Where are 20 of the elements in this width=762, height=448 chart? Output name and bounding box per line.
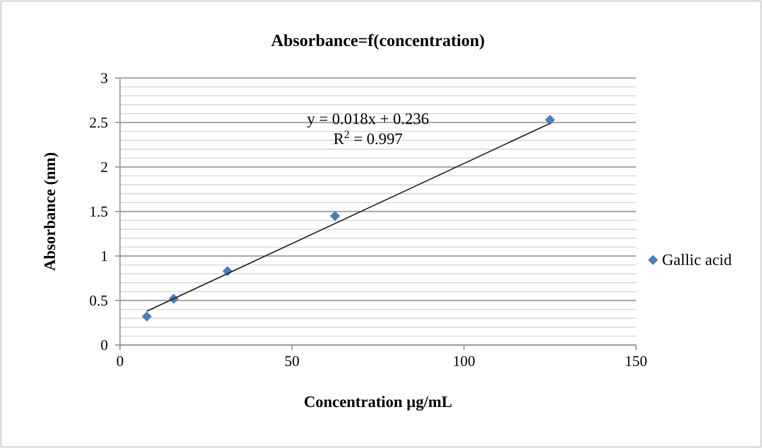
y-tick-label: 0.5 (89, 294, 108, 310)
x-axis-title: Concentration µg/mL (304, 394, 452, 411)
x-tick-label: 100 (452, 354, 476, 370)
chart-title: Absorbance=f(concentration) (271, 31, 485, 50)
y-tick-label: 1 (100, 249, 108, 265)
y-tick-label: 0 (100, 338, 108, 354)
annotation: y = 0.018x + 0.236 (306, 111, 430, 128)
y-tick-label: 3 (100, 71, 108, 87)
y-tick-label: 2 (100, 160, 108, 176)
annotation: R$^{2}$ = 0.997 (333, 129, 403, 148)
legend-label: Gallic acid (662, 252, 732, 269)
y-tick-label: 1.5 (89, 204, 108, 220)
x-tick-label: 150 (624, 354, 648, 370)
y-axis-title: Absorbance (nm) (42, 152, 59, 271)
point (330, 210, 340, 221)
point (142, 312, 152, 322)
x-tick-label: 50 (284, 354, 300, 370)
x-tick-label: 0 (116, 354, 124, 370)
point (545, 114, 555, 125)
y-tick-label: 2.5 (89, 116, 108, 132)
